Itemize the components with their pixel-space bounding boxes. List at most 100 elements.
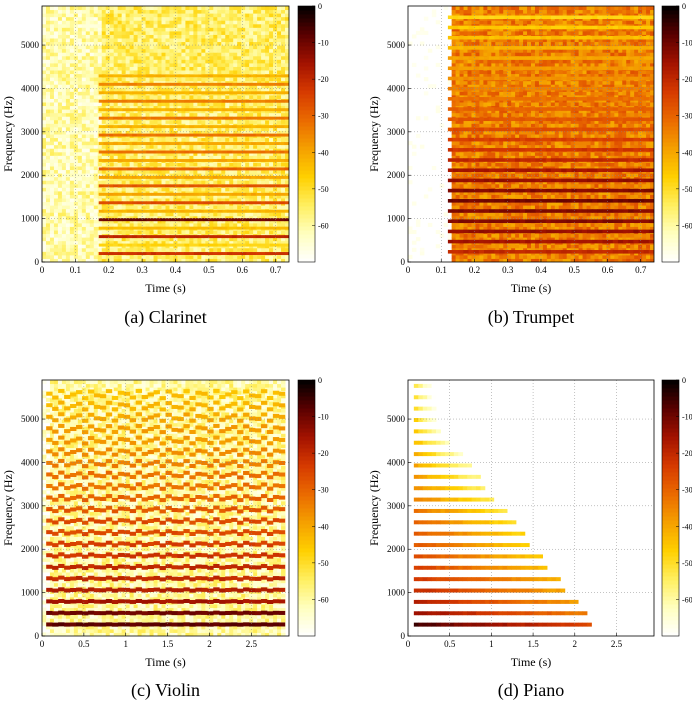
harmonic-8-segment <box>498 543 504 548</box>
harmonic-13-segment <box>540 127 547 132</box>
harmonic-1-segment <box>449 622 455 627</box>
harmonic-7-segment <box>193 201 200 205</box>
harmonic-12-segment <box>123 495 131 500</box>
harmonic-17-segment <box>111 441 119 446</box>
harmonic-4-segment <box>542 588 548 593</box>
harmonic-21-segment <box>81 396 89 401</box>
harmonic-17-segment <box>254 439 262 444</box>
harmonic-7-segment <box>453 188 459 193</box>
harmonic-23-segment <box>468 25 475 30</box>
harmonic-4-segment <box>431 588 437 593</box>
harmonic-7-segment <box>146 201 152 205</box>
harmonic-11-segment <box>514 148 521 152</box>
harmonic-5-segment <box>638 209 645 213</box>
harmonic-3-segment <box>274 235 280 239</box>
harmonic-2-segment <box>473 239 480 244</box>
harmonic-22-segment <box>427 383 432 388</box>
harmonic-24-segment <box>453 15 459 20</box>
harmonic-21-segment <box>207 395 214 400</box>
harmonic-9-segment <box>64 531 71 536</box>
harmonic-6-segment <box>529 565 535 570</box>
harmonic-9-segment <box>222 184 228 188</box>
harmonic-11-segment <box>592 148 598 152</box>
harmonic-19-segment <box>243 412 250 417</box>
harmonic-13-segment <box>628 127 634 132</box>
harmonic-8-segment <box>237 543 244 548</box>
harmonic-8-segment <box>117 541 125 546</box>
harmonic-15-segment <box>231 133 238 137</box>
harmonic-13-segment <box>198 150 204 154</box>
harmonic-1-segment <box>581 250 588 254</box>
harmonic-6-segment <box>203 209 209 213</box>
harmonic-19-segment <box>478 66 485 71</box>
grid <box>408 380 654 636</box>
harmonic-6-segment <box>122 209 128 213</box>
harmonic-3-segment <box>494 229 500 234</box>
harmonic-14-segment <box>122 142 128 146</box>
harmonic-5-segment <box>98 218 104 222</box>
harmonic-11-segment <box>427 508 432 513</box>
harmonic-11-segment <box>212 167 219 171</box>
harmonic-3-segment <box>237 600 244 605</box>
harmonic-11-segment <box>458 508 464 513</box>
harmonic-7-segment <box>587 188 593 193</box>
harmonic-10-segment <box>237 520 244 525</box>
harmonic-16-segment <box>269 125 276 129</box>
harmonic-11-segment <box>81 509 89 514</box>
harmonic-2-segment <box>447 239 454 244</box>
harmonic-6-segment <box>648 199 654 203</box>
harmonic-18-segment <box>530 76 536 81</box>
harmonic-21-segment <box>105 389 113 394</box>
harmonic-3-segment <box>52 599 59 604</box>
harmonic-16-segment <box>147 449 154 454</box>
harmonic-19-segment <box>208 99 214 103</box>
harmonic-2-segment <box>476 611 481 616</box>
harmonic-18-segment <box>612 76 619 81</box>
harmonic-4-segment <box>153 587 160 592</box>
harmonic-20-segment <box>463 56 469 60</box>
harmonic-18-segment <box>222 108 228 112</box>
harmonic-1-segment <box>111 622 119 627</box>
harmonic-2-segment <box>587 239 593 244</box>
harmonic-7-segment <box>462 554 468 559</box>
harmonic-13-segment <box>99 485 107 490</box>
harmonic-2-segment <box>483 239 490 244</box>
harmonic-15-segment <box>99 462 107 467</box>
harmonic-2-segment <box>105 610 113 615</box>
harmonic-16-segment <box>222 125 228 129</box>
harmonic-13-segment <box>165 150 171 154</box>
harmonic-11-segment <box>203 167 209 171</box>
harmonic-15-segment <box>108 133 114 137</box>
harmonic-5-segment <box>507 577 512 582</box>
harmonic-3-segment <box>105 599 113 604</box>
harmonic-12-segment <box>171 496 178 501</box>
harmonic-1-segment <box>203 252 209 256</box>
harmonic-16-segment <box>123 449 131 454</box>
harmonic-16-segment <box>217 125 223 129</box>
harmonic-8-segment <box>208 192 214 196</box>
harmonic-16-segment <box>141 125 147 129</box>
harmonic-8-segment <box>236 192 242 196</box>
harmonic-2-segment <box>213 610 220 615</box>
harmonic-16-segment <box>427 452 432 457</box>
harmonic-12-segment <box>219 497 226 502</box>
harmonic-17-segment <box>108 116 114 120</box>
harmonic-11-segment <box>447 148 454 152</box>
harmonic-21-segment <box>111 395 119 400</box>
harmonic-3-segment <box>453 599 459 604</box>
harmonic-21-segment <box>458 46 464 50</box>
harmonic-8-segment <box>193 192 200 196</box>
harmonic-23-segment <box>540 25 547 30</box>
harmonic-5-segment <box>422 577 428 582</box>
harmonic-7-segment <box>260 201 266 205</box>
y-tick-label: 0 <box>35 257 40 267</box>
harmonic-13-segment <box>471 486 477 491</box>
colorbar-band <box>662 70 679 75</box>
colorbar-band <box>298 412 315 417</box>
harmonic-22-segment <box>132 74 138 78</box>
harmonic-4-segment <box>514 219 521 223</box>
harmonic-6-segment <box>127 209 133 213</box>
harmonic-19-segment <box>141 417 149 422</box>
harmonic-11-segment <box>177 508 184 513</box>
harmonic-24-segment <box>633 15 639 20</box>
